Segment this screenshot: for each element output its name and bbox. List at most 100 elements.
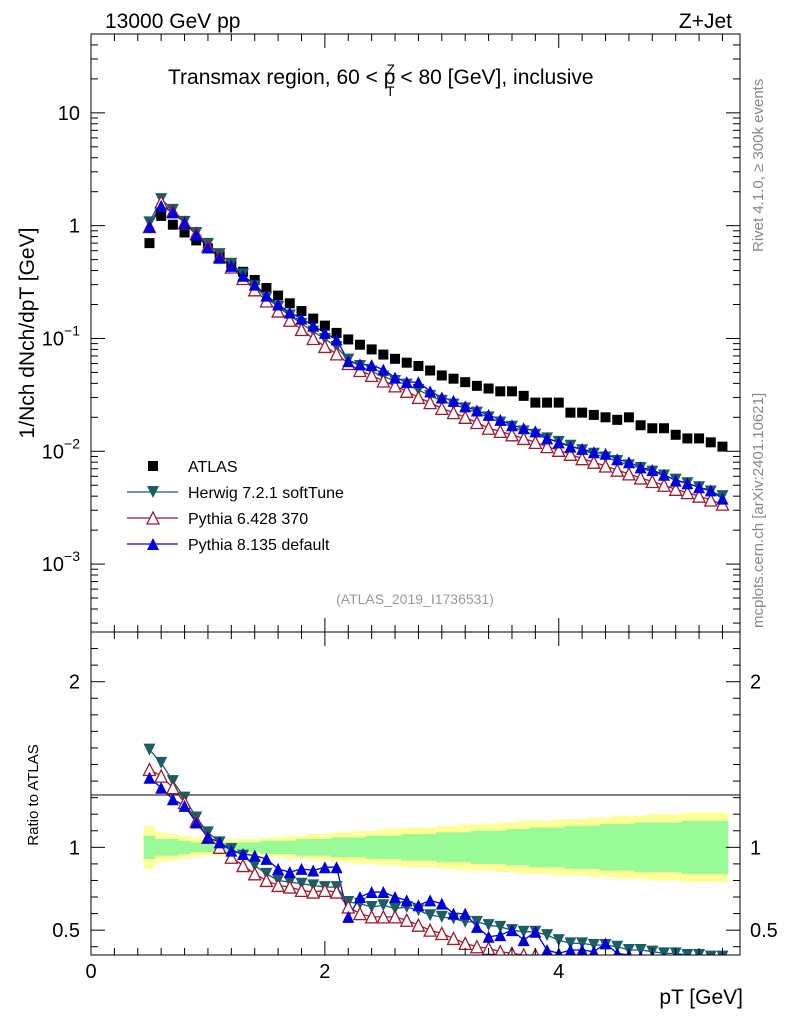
y-tick-label: 0.5 [52,920,80,942]
data-point [576,442,589,455]
ratio-point [282,879,297,894]
data-point [319,320,330,331]
data-point [213,251,226,264]
data-point [435,391,448,404]
data-point [143,220,156,233]
ratio-point [235,858,251,873]
ratio-point [353,891,366,904]
x-tick-label: 0 [85,961,96,983]
ratio-point [329,884,344,899]
data-point [611,453,624,466]
data-point [424,385,437,398]
data-point [528,434,543,449]
data-point [541,432,554,445]
data-point [294,322,309,337]
analysis-id-label: (ATLAS_2019_I1736531) [336,591,494,607]
ratio-point [446,930,461,946]
data-point [635,420,646,431]
data-point [482,408,495,421]
ratio-point [459,907,472,920]
data-point [669,474,682,487]
ratio-point [529,925,542,938]
data-point [647,423,658,434]
data-point [237,269,250,282]
y-tick-label: 2 [69,672,80,694]
legend-marker [145,510,161,525]
ratio-series [142,743,729,976]
data-point [692,488,707,503]
data-point [563,446,578,461]
ratio-point [400,894,413,907]
legend-label: Pythia 6.428 370 [188,511,308,528]
data-point [225,259,238,272]
ratio-point [318,861,331,874]
data-point [704,484,717,497]
data-point [425,365,436,376]
ratio-point [389,902,402,915]
ratio-point [505,924,518,937]
ratio-point [482,919,495,932]
series-line [148,204,723,500]
ratio-point [376,909,391,924]
data-point [307,319,320,332]
ratio-point [662,952,666,955]
data-point [261,283,272,294]
ratio-point [155,756,168,769]
data-point [389,371,402,384]
legend-label: ATLAS [188,459,238,476]
ratio-point [613,947,622,955]
ratio-point [681,949,694,955]
data-point [412,376,425,389]
data-point [387,378,403,393]
data-point [681,477,694,490]
ratio-point [482,930,495,943]
ratio-point [377,886,390,899]
data-point [493,423,508,439]
ratio-point [541,929,554,942]
ratio-point [317,882,332,898]
ratio-point [623,957,635,969]
data-point [342,355,355,368]
data-point [447,394,460,407]
data-point [553,397,564,408]
data-point [564,440,577,453]
legend-label: Pythia 8.135 default [188,537,330,554]
ratio-point [248,849,261,862]
data-point [670,429,681,440]
data-point [413,361,424,372]
ratio-point [434,926,449,941]
lower-data-marks [142,743,729,976]
rivet-version-label: Rivet 4.1.0, ≥ 300k events [750,79,767,252]
ratio-point [517,925,530,938]
data-point [542,397,553,408]
data-point [682,433,693,444]
data-point [458,409,473,424]
ratio-point [705,964,717,976]
ratio-point [693,956,705,968]
plot-title: Transmax region, 60 < pZ T < 80 [GeV], in… [168,61,594,99]
ratio-point [364,909,379,924]
data-point [470,404,483,417]
data-point [680,485,695,500]
ratio-point [686,953,688,955]
ratio-point [423,922,438,937]
ratio-point [330,861,343,874]
data-point [612,414,623,425]
ratio-point [458,935,473,951]
data-point [460,377,471,388]
ratio-point [342,910,355,923]
data-point [540,439,555,454]
data-point [565,407,576,418]
ratio-point [580,952,584,955]
ratio-point [387,909,403,924]
ratio-point [166,793,179,806]
data-point [552,436,565,449]
data-point [575,451,590,466]
ratio-point [424,894,437,907]
data-point [587,446,600,459]
data-point [400,376,413,389]
data-point [423,395,438,410]
ratio-point [201,831,214,844]
data-point [656,477,672,492]
data-point [598,458,613,473]
